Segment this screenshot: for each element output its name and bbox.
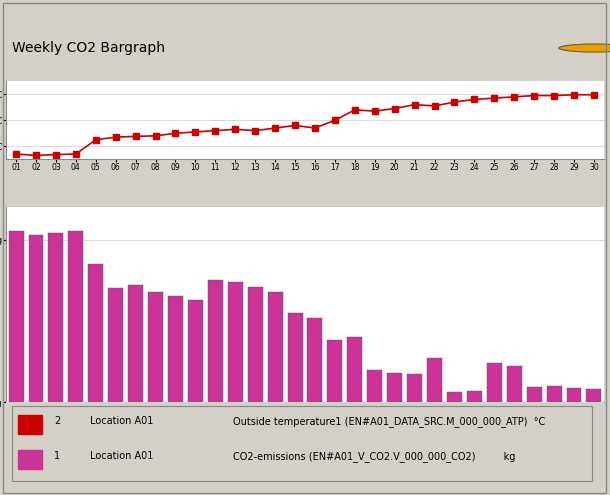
Bar [68, 232, 84, 402]
Bar [427, 358, 442, 402]
Text: 1: 1 [54, 451, 60, 461]
Bar [467, 391, 482, 402]
Bar [18, 415, 42, 434]
Text: Weekly CO2 Bargraph: Weekly CO2 Bargraph [12, 41, 165, 55]
Text: 2: 2 [54, 416, 60, 426]
Bar [547, 386, 562, 402]
Bar [387, 373, 402, 402]
Bar [287, 313, 303, 402]
Bar [347, 337, 362, 402]
Bar [407, 375, 422, 402]
Bar [526, 388, 542, 402]
Bar [48, 233, 63, 402]
Bar [168, 297, 183, 402]
Bar [88, 264, 103, 402]
Bar [128, 285, 143, 402]
Bar [248, 287, 263, 402]
Bar [108, 288, 123, 402]
Bar [507, 366, 522, 402]
Bar [567, 388, 581, 402]
Text: Outside temperature1 (EN#A01_DATA_SRC.M_000_000_ATP)  °C: Outside temperature1 (EN#A01_DATA_SRC.M_… [233, 416, 545, 427]
Bar [188, 299, 203, 402]
Bar [228, 282, 243, 402]
Text: Location A01: Location A01 [90, 451, 153, 461]
Bar [208, 280, 223, 402]
Text: CO2-emissions (EN#A01_V_CO2.V_000_000_CO2)         kg: CO2-emissions (EN#A01_V_CO2.V_000_000_CO… [233, 450, 515, 461]
Text: Location A01: Location A01 [90, 416, 153, 426]
Bar [307, 318, 323, 402]
Bar [586, 389, 601, 402]
Bar [9, 232, 24, 402]
Bar [148, 292, 163, 402]
Circle shape [559, 44, 610, 52]
Bar [367, 370, 382, 402]
Bar [268, 292, 282, 402]
Bar [18, 450, 42, 468]
Bar [29, 235, 43, 402]
Bar [328, 341, 342, 402]
Bar [447, 393, 462, 402]
Bar [487, 363, 502, 402]
